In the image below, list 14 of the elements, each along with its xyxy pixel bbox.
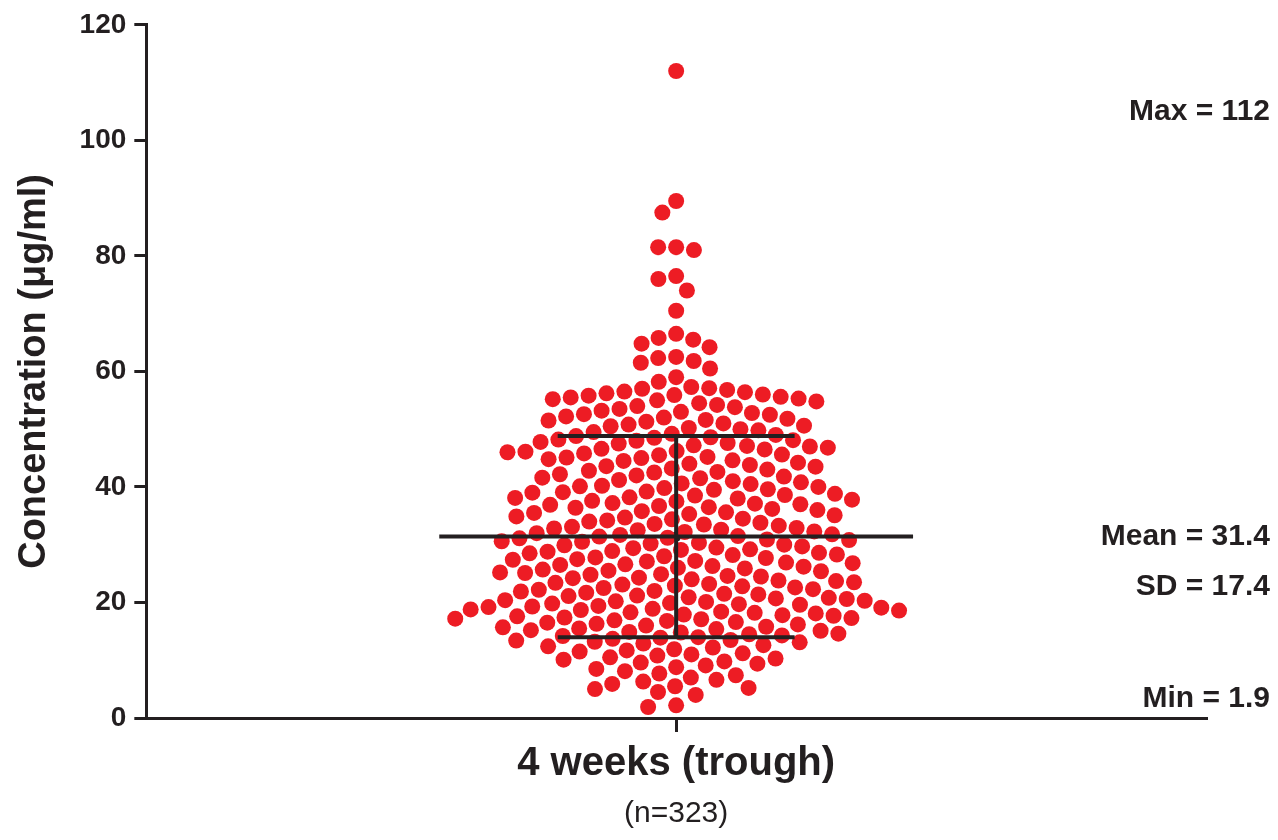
y-tick-label: 120	[79, 7, 127, 39]
x-tick-label: 4 weeks (trough)	[517, 739, 836, 784]
y-tick-label: 60	[95, 354, 127, 386]
y-tick-label: 100	[79, 123, 127, 155]
y-tick-label: 0	[110, 700, 127, 732]
y-tick-label: 20	[95, 585, 127, 617]
ref-line-label: Mean = 31.4	[1100, 517, 1271, 551]
annotation: SD = 17.4	[1135, 567, 1271, 601]
x-axis-title: (n=323)	[624, 795, 729, 829]
annotation: Max = 112	[1129, 92, 1270, 126]
y-tick-label: 80	[95, 238, 127, 270]
annotation: Min = 1.9	[1142, 679, 1270, 713]
y-axis-title: Concentration (μg/ml)	[11, 174, 54, 569]
y-tick-label: 40	[95, 469, 127, 501]
